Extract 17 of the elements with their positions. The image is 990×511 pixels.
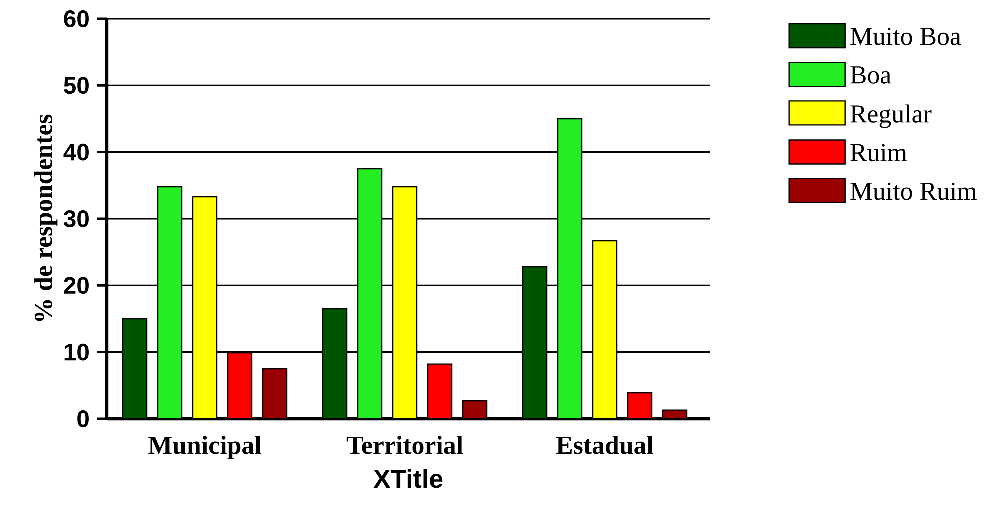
y-tick-label: 0 — [78, 410, 89, 428]
legend-label: Regular — [850, 104, 932, 128]
y-tick-label: 50 — [64, 77, 89, 94]
x-tick-label: Territorial — [346, 436, 464, 454]
x-tick-label: Estadual — [556, 436, 654, 454]
x-tick-label: Municipal — [148, 436, 262, 460]
legend-label: Boa — [850, 66, 892, 84]
legend-label: Ruim — [850, 144, 908, 162]
x-axis-title: XTitle — [374, 469, 443, 488]
y-tick-label: 20 — [64, 277, 89, 294]
legend-label: Muito Ruim — [850, 182, 977, 200]
y-axis-title: % de respondentes — [34, 114, 58, 322]
y-tick-label: 10 — [64, 344, 89, 361]
y-tick-label: 30 — [64, 210, 89, 228]
y-tick-label: 40 — [64, 144, 89, 161]
legend-label: Muito Boa — [850, 28, 962, 46]
y-tick-label: 60 — [64, 10, 89, 28]
